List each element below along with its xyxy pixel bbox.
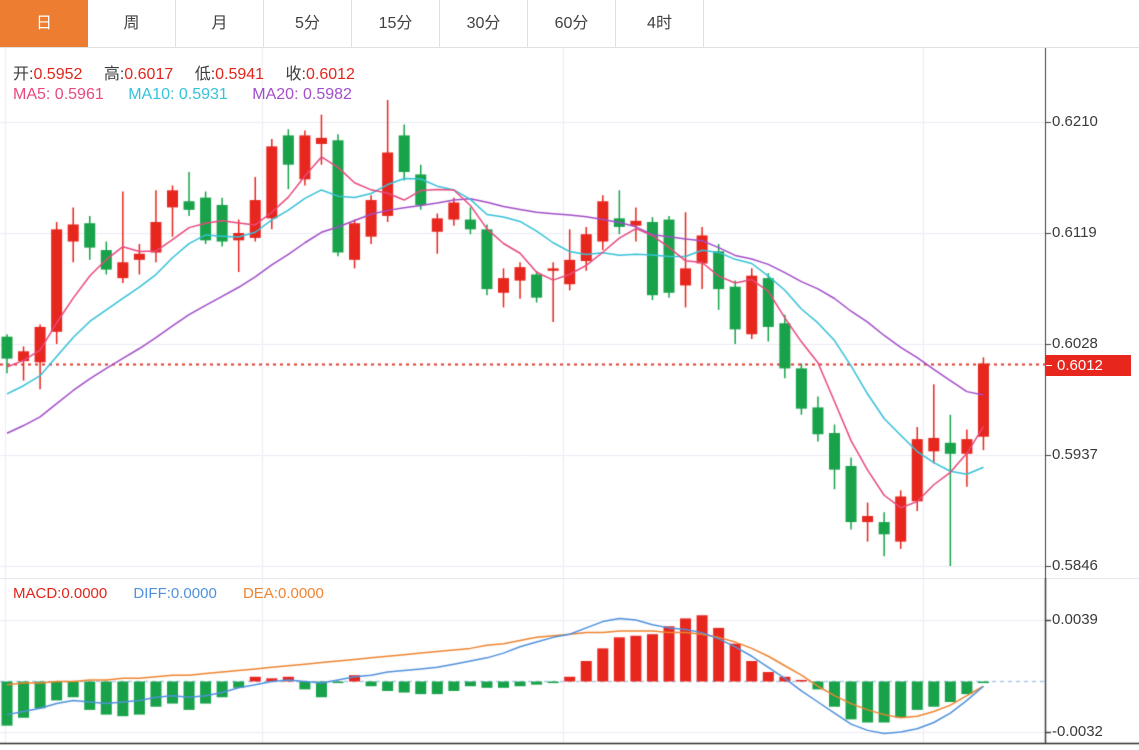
ma10-readout: MA10: 0.5931 — [128, 86, 228, 103]
tab-15min[interactable]: 15分 — [352, 0, 440, 47]
ohlc-readout: 开:0.5952 高:0.6017 低:0.5941 收:0.6012 — [13, 60, 372, 84]
last-price-badge: 0.6012 — [1045, 355, 1131, 376]
macd-readout: MACD:0.0000 DIFF:0.0000 DEA:0.0000 — [13, 585, 346, 602]
macd-axis-tick-high: 0.0039 — [1052, 611, 1098, 628]
y-axis-tick-06119: 0.6119 — [1052, 224, 1097, 241]
tab-week[interactable]: 周 — [88, 0, 176, 47]
period-tab-bar: 日 周 月 5分 15分 30分 60分 4时 — [0, 0, 1139, 48]
tab-30min[interactable]: 30分 — [440, 0, 528, 47]
y-axis-tick-05937: 0.5937 — [1052, 446, 1098, 463]
y-axis-tick-06028: 0.6028 — [1052, 335, 1098, 352]
tab-5min[interactable]: 5分 — [264, 0, 352, 47]
ma5-readout: MA5: 0.5961 — [13, 86, 104, 103]
low-label: 低: — [194, 66, 216, 83]
high-value: 0.6017 — [124, 66, 174, 83]
tab-month[interactable]: 月 — [176, 0, 264, 47]
close-label: 收: — [285, 66, 306, 83]
tab-4hour[interactable]: 4时 — [616, 0, 704, 47]
close-value: 0.6012 — [305, 66, 355, 83]
ma-readout: MA5: 0.5961 MA10: 0.5931 MA20: 0.5982 — [13, 86, 372, 104]
low-value: 0.5941 — [215, 66, 265, 83]
diff-value-readout: DIFF:0.0000 — [133, 585, 217, 602]
high-label: 高: — [103, 66, 125, 83]
macd-value-readout: MACD:0.0000 — [13, 585, 108, 602]
macd-axis-tick-low: -0.0032 — [1052, 723, 1103, 740]
y-axis-tick-06210: 0.6210 — [1052, 113, 1098, 130]
open-label: 开: — [13, 66, 34, 83]
ma20-readout: MA20: 0.5982 — [252, 86, 352, 103]
y-axis-tick-05846: 0.5846 — [1052, 557, 1098, 574]
candlestick-chart-canvas[interactable] — [0, 48, 1139, 578]
dea-value-readout: DEA:0.0000 — [242, 585, 324, 602]
tab-60min[interactable]: 60分 — [528, 0, 616, 47]
open-value: 0.5952 — [33, 66, 83, 83]
tab-day[interactable]: 日 — [0, 0, 88, 47]
macd-chart-canvas[interactable] — [0, 578, 1139, 750]
